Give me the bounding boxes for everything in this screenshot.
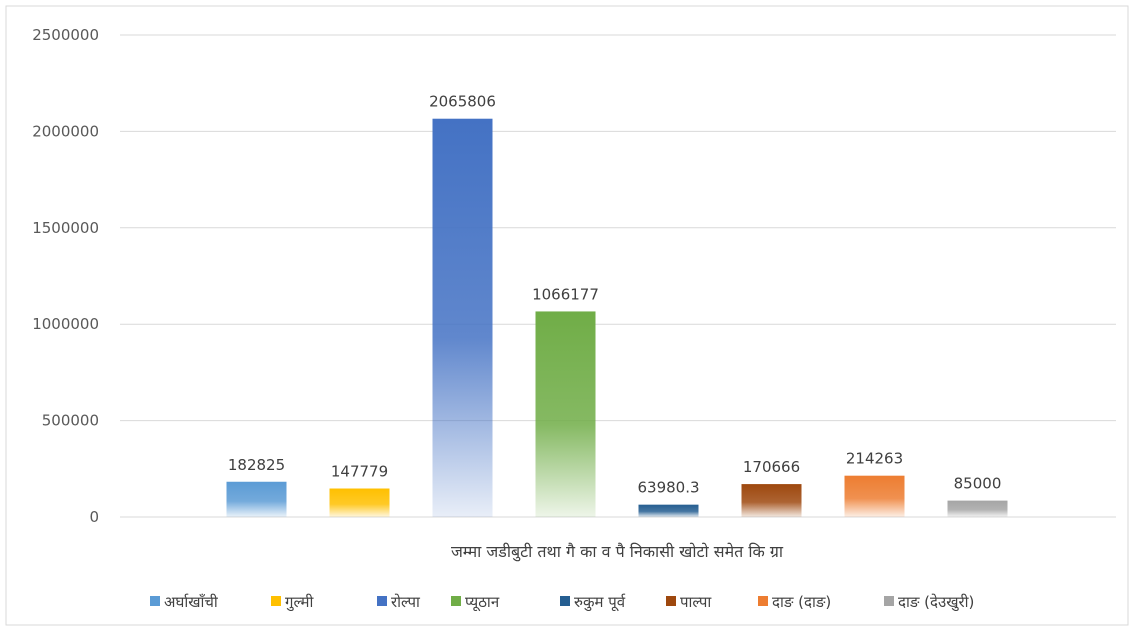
- legend-label: अर्घाखाँची: [164, 593, 219, 611]
- legend-label: पाल्पा: [680, 593, 712, 611]
- legend-label: दाङ (दाङ): [772, 593, 831, 611]
- legend-item: दाङ (देउखुरी): [884, 593, 974, 612]
- legend-item: गुल्मी: [271, 593, 314, 612]
- legend-item: प्यूठान: [451, 593, 500, 612]
- legend-swatch: [377, 596, 387, 606]
- data-label: 85000: [954, 475, 1002, 493]
- data-label: 2065806: [429, 93, 496, 111]
- data-label: 214263: [846, 450, 903, 468]
- legend-item: रुकुम पूर्व: [560, 593, 626, 612]
- bar-6: [741, 484, 802, 517]
- legend-item: पाल्पा: [666, 593, 712, 611]
- data-label: 182825: [228, 456, 285, 474]
- legend-swatch: [884, 596, 894, 606]
- legend-swatch: [666, 596, 676, 606]
- y-tick-label: 2500000: [32, 26, 99, 44]
- legend-swatch: [271, 596, 281, 606]
- y-tick-label: 1500000: [32, 219, 99, 237]
- x-category-label: जम्मा जडीबुटी तथा गै का व पै निकासी खोटो…: [451, 542, 784, 562]
- y-tick-label: 500000: [42, 412, 99, 430]
- y-tick-label: 0: [89, 508, 99, 526]
- bar-3: [432, 118, 493, 518]
- data-label: 170666: [743, 458, 800, 476]
- data-label: 147779: [331, 463, 388, 481]
- legend-swatch: [150, 596, 160, 606]
- bar-7: [844, 475, 905, 517]
- y-axis-tick-labels: 0 500000 1000000 1500000 2000000 2500000: [32, 26, 99, 526]
- data-labels: 182825 147779 2065806 1066177 63980.3 170666 2…: [228, 93, 1001, 497]
- legend-item: अर्घाखाँची: [150, 593, 219, 611]
- legend-item: रोल्पा: [377, 593, 421, 611]
- y-tick-label: 1000000: [32, 315, 99, 333]
- bar-5: [638, 504, 699, 517]
- legend-swatch: [758, 596, 768, 606]
- legend: अर्घाखाँची गुल्मी रोल्पा प्यूठान रुकुम पूर्व…: [150, 593, 974, 612]
- data-label: 63980.3: [637, 479, 699, 497]
- data-label: 1066177: [532, 285, 599, 303]
- y-tick-label: 2000000: [32, 122, 99, 140]
- bar-8: [947, 500, 1008, 517]
- legend-label: दाङ (देउखुरी): [898, 593, 974, 612]
- legend-item: दाङ (दाङ): [758, 593, 831, 611]
- legend-label: प्यूठान: [465, 593, 500, 612]
- legend-label: गुल्मी: [285, 593, 314, 612]
- legend-swatch: [560, 596, 570, 606]
- bar-1: [226, 481, 287, 517]
- legend-label: रोल्पा: [391, 593, 421, 611]
- bar-2: [329, 488, 390, 517]
- legend-label: रुकुम पूर्व: [574, 593, 626, 612]
- bars: [226, 118, 1008, 518]
- bar-4: [535, 311, 596, 517]
- legend-swatch: [451, 596, 461, 606]
